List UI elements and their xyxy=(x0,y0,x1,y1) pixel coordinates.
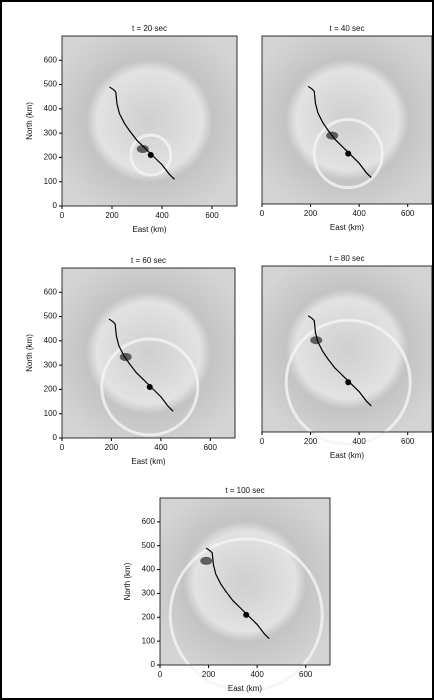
x-tick-label: 200 xyxy=(105,211,119,220)
fault-trace xyxy=(307,315,372,407)
panel-title: t = 80 sec xyxy=(330,254,365,263)
x-tick-label: 0 xyxy=(260,437,265,446)
y-tick-label: 500 xyxy=(44,312,58,321)
plot-frame xyxy=(261,265,433,433)
x-tick-label: 0 xyxy=(260,209,265,218)
panel-title: t = 100 sec xyxy=(225,486,264,495)
y-tick-label: 400 xyxy=(44,336,58,345)
y-tick-label: 300 xyxy=(44,360,58,369)
rupture-front xyxy=(200,556,213,565)
fault-trace xyxy=(205,547,270,640)
x-tick-label: 400 xyxy=(352,437,366,446)
epicenter xyxy=(345,150,352,157)
x-tick-label: 400 xyxy=(250,670,264,679)
y-tick-label: 400 xyxy=(44,104,58,113)
y-axis-label: North (km) xyxy=(25,102,34,140)
plot-frame xyxy=(159,497,331,666)
x-tick-label: 0 xyxy=(158,670,163,679)
y-tick-label: 0 xyxy=(53,433,58,442)
y-tick-label: 600 xyxy=(44,287,58,296)
y-tick-label: 200 xyxy=(44,153,58,162)
y-tick-label: 400 xyxy=(142,565,156,574)
x-tick-label: 600 xyxy=(401,209,415,218)
x-tick-label: 0 xyxy=(60,443,65,452)
x-tick-label: 0 xyxy=(60,211,65,220)
x-axis-label: East (km) xyxy=(330,223,365,232)
y-tick-label: 100 xyxy=(44,409,58,418)
y-tick-label: 600 xyxy=(44,55,58,64)
x-tick-label: 400 xyxy=(155,211,169,220)
x-tick-label: 200 xyxy=(105,443,119,452)
epicenter xyxy=(147,152,154,158)
x-tick-label: 400 xyxy=(352,209,366,218)
plot-frame xyxy=(261,35,433,205)
rupture-front xyxy=(136,145,149,153)
x-tick-label: 200 xyxy=(304,437,318,446)
plot-frame xyxy=(61,267,236,439)
plot-frame xyxy=(61,35,238,207)
panel-title: t = 20 sec xyxy=(132,24,167,33)
wavefield xyxy=(62,36,237,206)
epicenter xyxy=(345,379,352,386)
y-tick-label: 300 xyxy=(142,589,156,598)
x-axis-label: East (km) xyxy=(228,684,263,693)
wavefront xyxy=(129,133,173,177)
x-tick-label: 600 xyxy=(299,670,313,679)
x-axis-label: East (km) xyxy=(330,451,365,460)
y-tick-label: 500 xyxy=(44,80,58,89)
x-tick-label: 200 xyxy=(304,209,318,218)
panel-title: t = 60 sec xyxy=(131,256,166,265)
rupture-front xyxy=(119,353,132,361)
y-tick-label: 100 xyxy=(44,177,58,186)
x-axis-label: East (km) xyxy=(132,225,167,234)
wavefront xyxy=(168,537,324,693)
y-axis-label: North (km) xyxy=(123,562,132,600)
y-tick-label: 200 xyxy=(142,612,156,621)
x-tick-label: 600 xyxy=(205,211,219,220)
fault-trace xyxy=(109,86,175,180)
y-tick-label: 0 xyxy=(53,201,58,210)
x-axis-label: East (km) xyxy=(131,457,166,466)
panel-title: t = 40 sec xyxy=(330,24,365,33)
wavefront xyxy=(100,337,200,437)
y-tick-label: 200 xyxy=(44,385,58,394)
x-tick-label: 200 xyxy=(202,670,216,679)
y-tick-label: 100 xyxy=(142,636,156,645)
y-tick-label: 0 xyxy=(151,660,156,669)
fault-trace xyxy=(108,318,174,412)
wavefront xyxy=(312,118,384,190)
epicenter xyxy=(243,611,250,618)
y-tick-label: 300 xyxy=(44,128,58,137)
wavefield xyxy=(62,268,235,438)
x-tick-label: 400 xyxy=(154,443,168,452)
y-tick-label: 600 xyxy=(142,517,156,526)
x-tick-label: 600 xyxy=(401,437,415,446)
x-tick-label: 600 xyxy=(204,443,218,452)
y-tick-label: 500 xyxy=(142,541,156,550)
rupture-front xyxy=(310,336,323,345)
y-axis-label: North (km) xyxy=(25,334,34,372)
wavefield xyxy=(160,498,330,665)
wavefront xyxy=(284,318,412,446)
fault-trace xyxy=(307,85,372,179)
epicenter xyxy=(146,384,153,390)
